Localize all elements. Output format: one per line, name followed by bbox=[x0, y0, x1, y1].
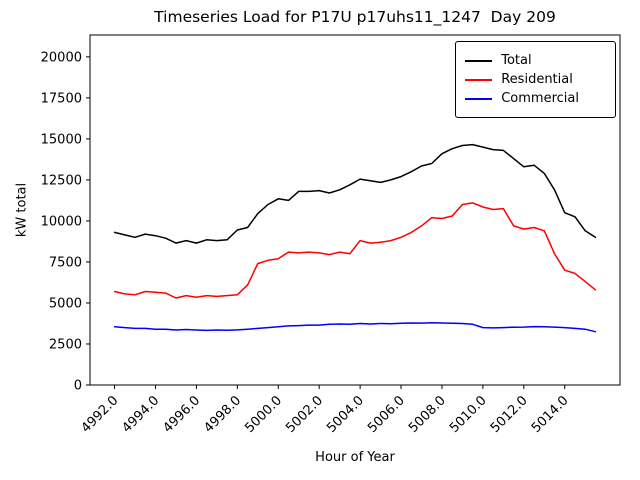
x-tick-label: 5006.0 bbox=[365, 393, 408, 436]
y-tick-label: 12500 bbox=[41, 173, 82, 188]
x-tick-label: 4998.0 bbox=[201, 393, 244, 436]
y-tick-label: 17500 bbox=[41, 91, 82, 106]
x-tick-label: 5000.0 bbox=[242, 393, 285, 436]
y-tick-label: 7500 bbox=[49, 255, 82, 270]
x-tick-label: 5014.0 bbox=[529, 393, 572, 436]
x-tick-label: 5004.0 bbox=[324, 393, 367, 436]
legend-item-commercial: Commercial bbox=[465, 91, 605, 106]
y-tick-label: 2500 bbox=[49, 337, 82, 352]
series-line-commercial bbox=[113, 322, 597, 333]
y-tick-label: 5000 bbox=[49, 296, 82, 311]
residential-line-swatch bbox=[465, 78, 493, 81]
x-tick-label: 4994.0 bbox=[120, 393, 163, 436]
chart-title: Timeseries Load for P17U p17uhs11_1247 D… bbox=[154, 8, 556, 26]
x-tick-label: 5010.0 bbox=[447, 393, 490, 436]
y-tick-label: 0 bbox=[74, 379, 82, 394]
x-axis-label: Hour of Year bbox=[315, 450, 395, 465]
series-line-total bbox=[113, 143, 597, 244]
x-tick-label: 4992.0 bbox=[79, 393, 122, 436]
legend-label-total: Total bbox=[501, 53, 532, 68]
x-tick-label: 5008.0 bbox=[406, 393, 449, 436]
x-tick-label: 5012.0 bbox=[488, 393, 531, 436]
legend-item-total: Total bbox=[465, 53, 605, 68]
commercial-line-swatch bbox=[465, 97, 493, 100]
y-tick-label: 10000 bbox=[41, 214, 82, 229]
series-line-residential bbox=[113, 202, 597, 299]
legend-label-commercial: Commercial bbox=[501, 91, 579, 106]
x-tick-label: 5002.0 bbox=[283, 393, 326, 436]
y-tick-label: 20000 bbox=[41, 50, 82, 65]
legend-label-residential: Residential bbox=[501, 72, 573, 87]
legend-item-residential: Residential bbox=[465, 72, 605, 87]
y-tick-label: 15000 bbox=[41, 132, 82, 147]
total-line-swatch bbox=[465, 59, 493, 62]
legend: Total Residential Commercial bbox=[455, 41, 616, 118]
x-tick-label: 4996.0 bbox=[160, 393, 203, 436]
